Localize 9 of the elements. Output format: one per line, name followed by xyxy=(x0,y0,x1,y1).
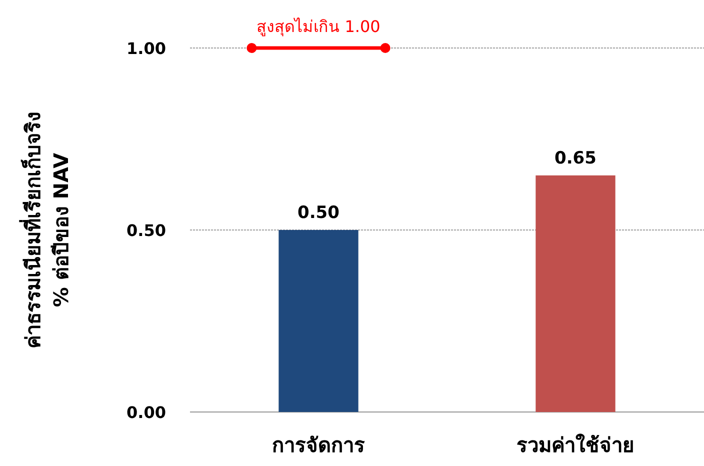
y-tick-label: 0.00 xyxy=(126,403,166,422)
y-axis-title: ค่าธรรมเนียมที่เรียกเก็บจริง % ต่อปีของ NAV xyxy=(18,112,73,348)
data-label: 0.65 xyxy=(554,148,596,168)
y-tick-label: 0.50 xyxy=(126,221,166,240)
y-tick-label: 1.00 xyxy=(126,39,166,58)
ref-line-label: สูงสุดไม่เกิน 1.00 xyxy=(256,17,380,37)
data-label: 0.50 xyxy=(298,203,340,223)
x-tick-label: รวมค่าใช้จ่าย xyxy=(516,433,634,457)
x-tick-label: การจัดการ xyxy=(272,433,365,457)
